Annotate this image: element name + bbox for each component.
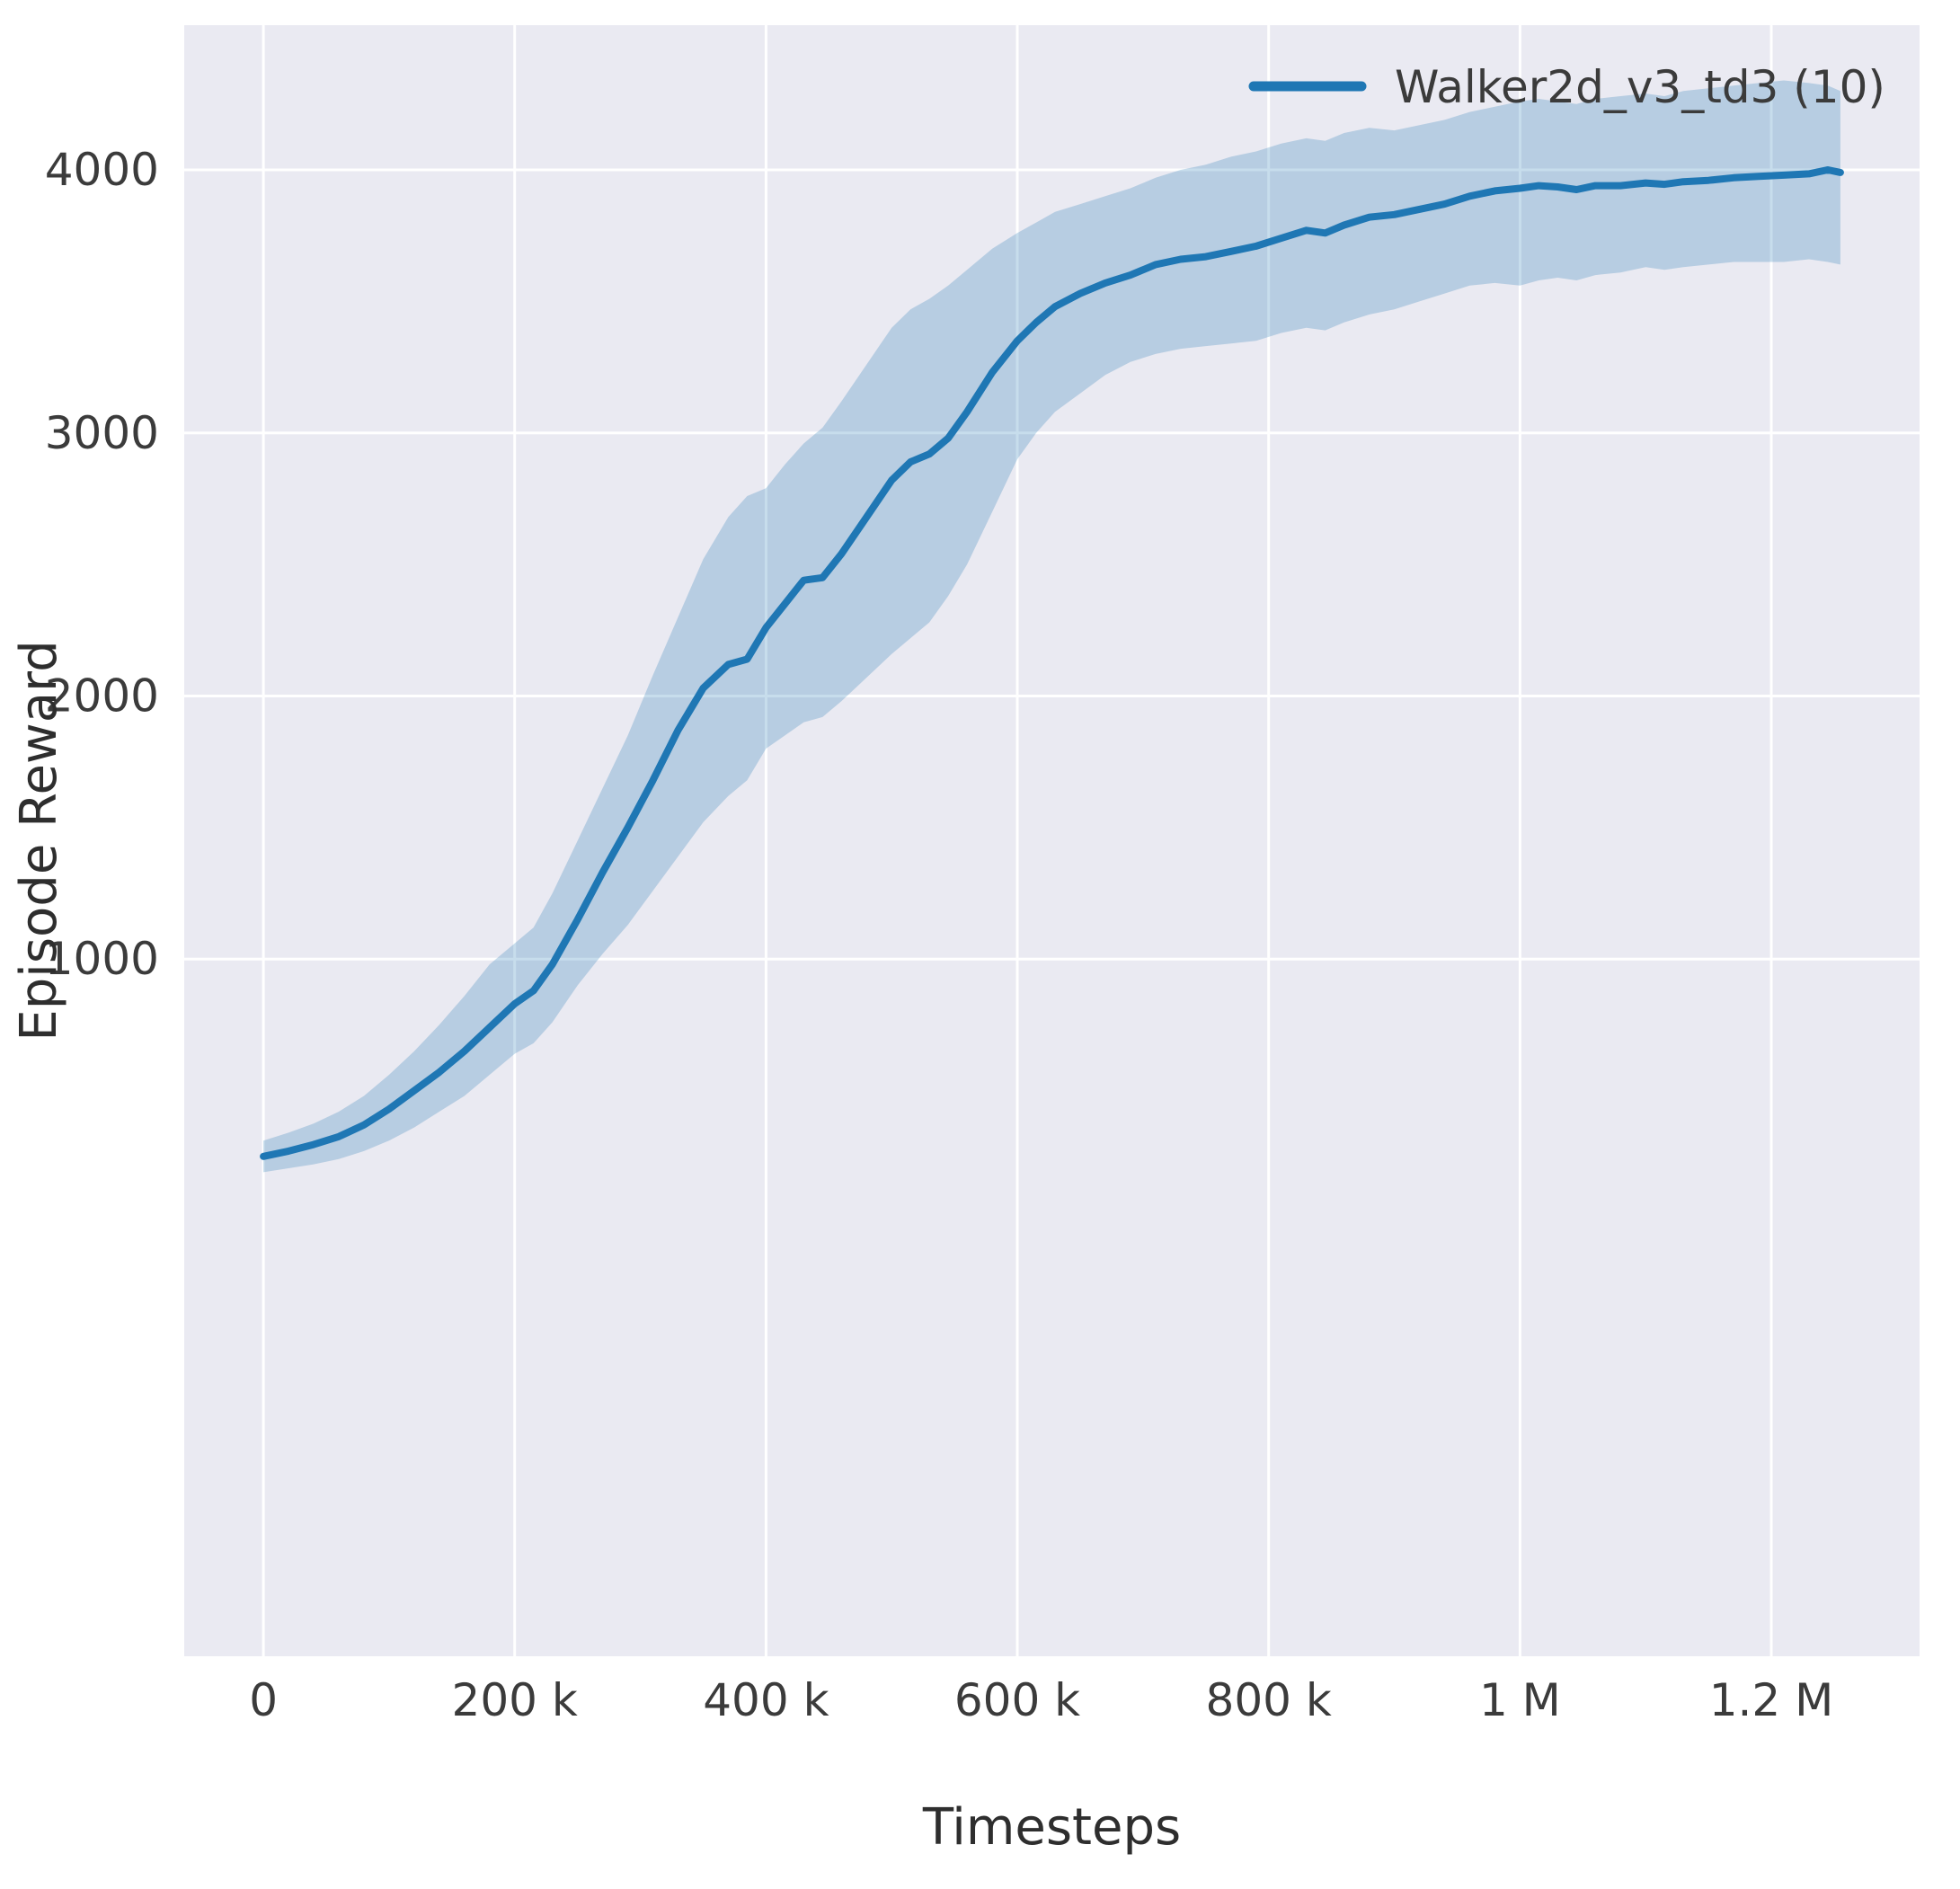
y-tick-label: 1000 — [45, 933, 159, 985]
x-tick-label: 200 k — [452, 1674, 578, 1726]
y-tick-label: 3000 — [45, 407, 159, 459]
x-axis-label: Timesteps — [922, 1798, 1181, 1857]
y-tick-label: 2000 — [45, 670, 159, 723]
y-tick-label: 4000 — [45, 144, 159, 196]
plot-area — [184, 25, 1920, 1656]
mean-line — [260, 166, 1844, 1160]
x-tick-label: 400 k — [703, 1674, 829, 1726]
x-tick-label: 1.2 M — [1709, 1674, 1834, 1726]
legend: Walker2d_v3_td3 (10) — [1248, 61, 1885, 113]
x-tick-label: 800 k — [1206, 1674, 1332, 1726]
x-tick-label: 1 M — [1479, 1674, 1561, 1726]
y-axis-label: Episode Reward — [10, 640, 68, 1041]
confidence-band — [263, 80, 1840, 1173]
legend-label: Walker2d_v3_td3 (10) — [1395, 61, 1885, 113]
x-tick-label: 0 — [249, 1674, 278, 1726]
x-tick-label: 600 k — [954, 1674, 1080, 1726]
